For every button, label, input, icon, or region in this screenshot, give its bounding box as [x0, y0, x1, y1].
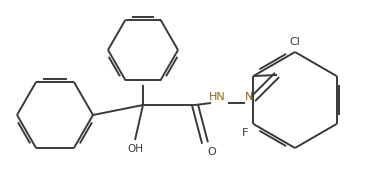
Text: F: F: [242, 128, 248, 138]
Text: O: O: [207, 147, 216, 157]
Text: HN: HN: [208, 92, 225, 102]
Text: Cl: Cl: [290, 37, 301, 47]
Text: N: N: [245, 92, 253, 102]
Text: OH: OH: [127, 144, 143, 154]
